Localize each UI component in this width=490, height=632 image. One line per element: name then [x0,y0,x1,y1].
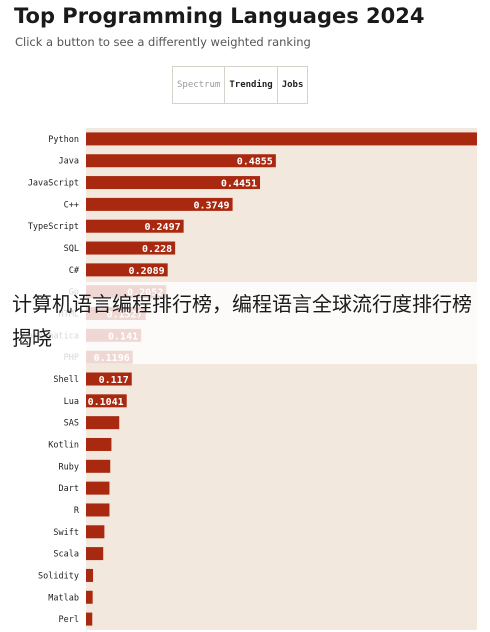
bar-solidity[interactable] [86,568,94,582]
bar-value-label: 0.1041 [88,397,124,408]
category-label: JavaScript [28,179,79,189]
tab-trending[interactable]: Trending [225,67,278,103]
bar-lua[interactable] [86,394,127,408]
bar-shell[interactable] [86,372,132,386]
bar-kotlin[interactable] [86,437,112,451]
bar-perl[interactable] [86,612,93,626]
category-label: Swift [53,528,79,538]
bar-python[interactable] [86,132,477,146]
category-label: TypeScript [28,222,79,232]
ranking-tabs: Spectrum Trending Jobs [172,66,309,104]
category-label: Lua [64,397,79,407]
category-label: Solidity [38,571,79,581]
bar-swift[interactable] [86,525,105,539]
category-label: C++ [64,200,79,210]
category-label: SAS [64,419,79,429]
bar-sas[interactable] [86,416,120,430]
bar-java[interactable] [86,154,276,168]
bar-dart[interactable] [86,481,110,495]
bar-value-label: 0.228 [142,244,172,255]
plot-background [86,128,477,630]
category-label: Dart [59,484,79,494]
category-label: Matlab [48,593,79,603]
bar-chart: Python Java 0.4855 JavaScript 0.4451 C++ 0.374… [23,128,477,630]
tab-jobs[interactable]: Jobs [277,67,308,103]
bar-value-label: 0.2089 [129,266,165,277]
category-label: Kotlin [48,440,79,450]
category-label: Shell [53,375,79,385]
bar-value-label: 0.2497 [145,222,181,233]
category-label: Perl [59,615,79,625]
bar-javascript[interactable] [86,176,261,190]
bar-ruby[interactable] [86,459,111,473]
bar-value-label: 0.117 [99,375,129,386]
chart-title: Top Programming Languages 2024 [14,4,425,28]
bar-value-label: 0.4451 [221,179,257,190]
bar-r[interactable] [86,503,110,517]
category-label: Scala [53,550,79,560]
category-label: R [74,506,80,516]
category-label: Java [59,157,79,167]
bar-c-[interactable] [86,197,233,211]
tab-spectrum[interactable]: Spectrum [173,67,226,103]
bar-typescript[interactable] [86,219,184,233]
bar-scala[interactable] [86,547,104,561]
bar-c-[interactable] [86,263,168,277]
bar-matlab[interactable] [86,590,93,604]
bar-value-label: 0.3749 [193,200,229,211]
category-label: Ruby [59,462,79,472]
bar-sql[interactable] [86,241,176,255]
caption-text: 计算机语言编程排行榜，编程语言全球流行度排行榜揭晓 [12,292,472,350]
category-label: SQL [64,244,79,254]
chart-subtitle: Click a button to see a differently weig… [15,35,311,49]
category-label: C# [69,266,80,276]
caption-overlay [0,282,490,364]
category-label: Python [48,135,79,145]
bar-value-label: 0.4855 [237,157,273,168]
